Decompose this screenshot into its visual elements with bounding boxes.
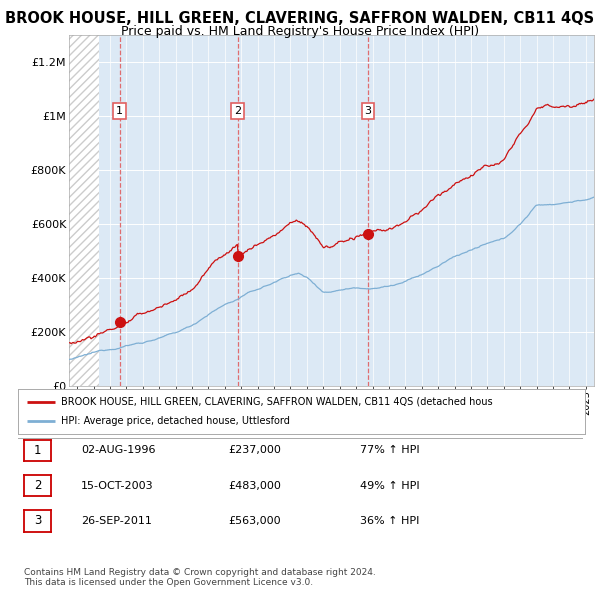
Text: £237,000: £237,000 [228, 445, 281, 455]
Text: £483,000: £483,000 [228, 481, 281, 490]
Text: 3: 3 [34, 514, 41, 527]
Text: 1: 1 [34, 444, 41, 457]
Text: 2: 2 [34, 479, 41, 492]
Text: 3: 3 [365, 106, 371, 116]
Text: HPI: Average price, detached house, Uttlesford: HPI: Average price, detached house, Uttl… [61, 417, 289, 426]
Text: 77% ↑ HPI: 77% ↑ HPI [360, 445, 419, 455]
Text: 36% ↑ HPI: 36% ↑ HPI [360, 516, 419, 526]
Text: 02-AUG-1996: 02-AUG-1996 [81, 445, 155, 455]
Text: 15-OCT-2003: 15-OCT-2003 [81, 481, 154, 490]
Text: 49% ↑ HPI: 49% ↑ HPI [360, 481, 419, 490]
Text: BROOK HOUSE, HILL GREEN, CLAVERING, SAFFRON WALDEN, CB11 4QS (detached hous: BROOK HOUSE, HILL GREEN, CLAVERING, SAFF… [61, 397, 492, 407]
Text: 1: 1 [116, 106, 123, 116]
Text: 2: 2 [234, 106, 241, 116]
Text: Contains HM Land Registry data © Crown copyright and database right 2024.
This d: Contains HM Land Registry data © Crown c… [24, 568, 376, 587]
Text: £563,000: £563,000 [228, 516, 281, 526]
Text: Price paid vs. HM Land Registry's House Price Index (HPI): Price paid vs. HM Land Registry's House … [121, 25, 479, 38]
Text: 26-SEP-2011: 26-SEP-2011 [81, 516, 152, 526]
Text: BROOK HOUSE, HILL GREEN, CLAVERING, SAFFRON WALDEN, CB11 4QS: BROOK HOUSE, HILL GREEN, CLAVERING, SAFF… [5, 11, 595, 25]
